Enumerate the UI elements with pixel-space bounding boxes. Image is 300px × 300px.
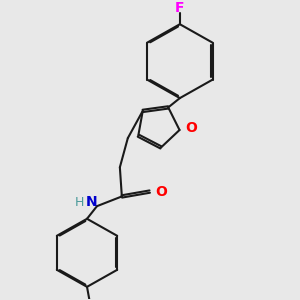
Text: O: O xyxy=(156,184,168,199)
Text: N: N xyxy=(86,195,98,209)
Text: O: O xyxy=(185,121,197,135)
Text: H: H xyxy=(74,196,84,209)
Text: F: F xyxy=(175,1,184,15)
